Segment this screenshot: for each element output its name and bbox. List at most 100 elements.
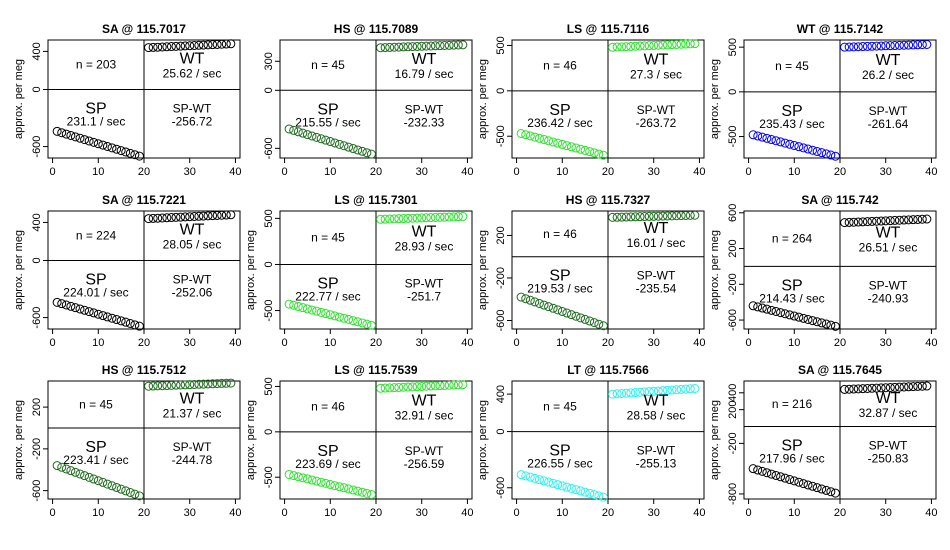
x-tick-label: 10: [556, 337, 568, 349]
sp-point: [353, 317, 363, 327]
sp-point: [125, 148, 135, 158]
sp-point: [52, 297, 62, 307]
sp-point: [130, 320, 140, 330]
wt-point: [626, 212, 636, 222]
chart-panel: HS @ 115.7089 0 10 20 30 40 -600 0 300 n = 45 WT16…: [263, 22, 474, 178]
wt-point: [913, 40, 923, 50]
wt-point: [644, 41, 654, 51]
wt-point: [148, 213, 158, 223]
chart-panel: LS @ 115.7539 0 10 20 30 40 -500 0 500 approx. pe…: [245, 363, 474, 519]
wt-point: [194, 40, 204, 50]
sp-point: [598, 150, 608, 160]
sp-point: [516, 470, 526, 480]
sp-point: [826, 150, 836, 160]
wt-point: [389, 214, 399, 224]
wt-point: [162, 381, 172, 391]
y-tick-label: 0: [31, 257, 43, 263]
sp-point: [776, 472, 786, 482]
wt-point: [376, 383, 386, 393]
sp-point: [302, 474, 312, 484]
sp-point: [102, 479, 112, 489]
y-tick-label: -600: [495, 309, 507, 331]
x-tick-label: 40: [925, 507, 937, 519]
wt-point: [872, 383, 882, 393]
sp-point: [321, 135, 331, 145]
sp-point: [757, 303, 767, 313]
sp-point: [348, 144, 358, 154]
sp-wt-label: SP-WT: [869, 278, 908, 292]
n-count-label: n = 45: [79, 397, 113, 411]
wt-point: [667, 385, 677, 395]
sp-label: SP: [85, 271, 106, 288]
sp-point: [75, 133, 85, 143]
sp-point: [771, 306, 781, 316]
wt-point: [398, 42, 408, 52]
wt-point: [148, 381, 158, 391]
sp-wt-label: SP-WT: [637, 444, 676, 458]
wt-point: [662, 40, 672, 50]
sp-point: [121, 317, 131, 327]
y-tick-label: 0: [495, 88, 507, 94]
wt-point: [635, 41, 645, 51]
n-count-label: n = 264: [772, 232, 813, 246]
wt-point: [444, 380, 454, 390]
sp-point: [821, 149, 831, 159]
chart-title: HS @ 115.7512: [102, 363, 187, 377]
chart-title: SA @ 115.742: [801, 193, 879, 207]
sp-point: [826, 320, 836, 330]
wt-point: [653, 40, 663, 50]
wt-point: [922, 39, 932, 49]
sp-point: [325, 137, 335, 147]
sp-label: SP: [85, 100, 106, 117]
sp-point: [334, 139, 344, 149]
sp-label: SP: [317, 101, 338, 118]
sp-point: [284, 469, 294, 479]
sp-point: [748, 464, 758, 474]
y-tick-label: -800: [727, 483, 739, 505]
sp-point: [112, 144, 122, 154]
x-tick-label: 20: [370, 507, 382, 519]
wt-point: [389, 42, 399, 52]
y-tick-label: 400: [727, 384, 739, 402]
x-tick-label: 10: [788, 337, 800, 349]
wt-point: [890, 215, 900, 225]
wt-point: [203, 379, 213, 389]
sp-point: [70, 303, 80, 313]
sp-point: [353, 145, 363, 155]
x-tick-label: 20: [370, 166, 382, 178]
sp-point: [98, 477, 108, 487]
wt-point: [398, 214, 408, 224]
sp-wt-label: SP-WT: [637, 103, 676, 117]
wt-point: [690, 39, 700, 49]
chart-title: LS @ 115.7539: [334, 363, 417, 377]
wt-point: [430, 41, 440, 51]
y-axis-label: approx. per meg: [477, 230, 489, 310]
sp-point: [316, 134, 326, 144]
sp-point: [594, 149, 604, 159]
wt-label: WT: [644, 392, 669, 409]
wt-point: [667, 40, 677, 50]
wt-point: [166, 380, 176, 390]
wt-point: [894, 40, 904, 50]
chart-title: SA @ 115.7017: [102, 22, 186, 36]
sp-wt-label: SP-WT: [637, 269, 676, 283]
wt-rate-label: 16.01 / sec: [627, 236, 686, 250]
wt-point: [635, 387, 645, 397]
wt-point: [153, 213, 163, 223]
wt-point: [458, 380, 468, 390]
wt-point: [449, 380, 459, 390]
y-axis-label: approx. per meg: [13, 59, 25, 139]
wt-point: [876, 41, 886, 51]
wt-point: [849, 217, 859, 227]
sp-point: [785, 475, 795, 485]
x-tick-label: 0: [514, 337, 520, 349]
sp-point: [298, 128, 308, 138]
wt-point: [426, 381, 436, 391]
wt-point: [221, 378, 231, 388]
wt-point: [635, 212, 645, 222]
x-tick-label: 10: [788, 166, 800, 178]
wt-point: [858, 217, 868, 227]
sp-point: [330, 481, 340, 491]
y-tick-label: 200: [727, 400, 739, 418]
x-tick-label: 0: [514, 166, 520, 178]
